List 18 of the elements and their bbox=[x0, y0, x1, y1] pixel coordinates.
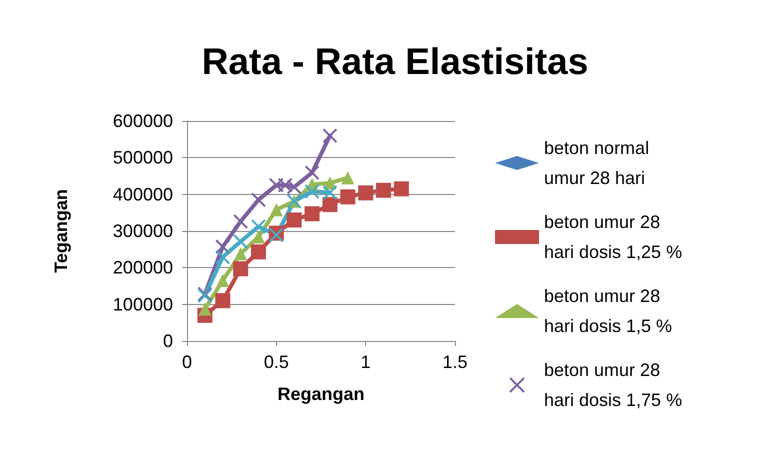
y-tick-label: 0 bbox=[162, 331, 173, 351]
x-tick-label: 1.5 bbox=[442, 352, 468, 372]
legend-label: beton normal umur 28 hari bbox=[544, 138, 650, 188]
x-tick-label: 1 bbox=[360, 352, 371, 372]
x-axis-title: Regangan bbox=[277, 384, 365, 404]
y-tick-label: 300000 bbox=[112, 221, 173, 241]
y-tick-label: 100000 bbox=[112, 294, 173, 314]
y-axis-title: Tegangan bbox=[51, 189, 71, 273]
legend-label: beton umur 28 hari dosis 1,25 % bbox=[544, 212, 682, 262]
y-tick-label: 400000 bbox=[112, 184, 173, 204]
chart-title: Rata - Rata Elastisitas bbox=[202, 41, 588, 82]
y-tick-label: 500000 bbox=[112, 148, 173, 168]
y-tick-label: 200000 bbox=[112, 258, 173, 278]
x-tick-label: 0.5 bbox=[264, 352, 289, 372]
legend-label: beton umur 28 hari dosis 1,75 % bbox=[544, 360, 682, 410]
y-tick-label: 600000 bbox=[112, 111, 173, 131]
x-tick-label: 0 bbox=[182, 352, 192, 372]
legend-label: beton umur 28 hari dosis 1,5 % bbox=[544, 286, 672, 336]
